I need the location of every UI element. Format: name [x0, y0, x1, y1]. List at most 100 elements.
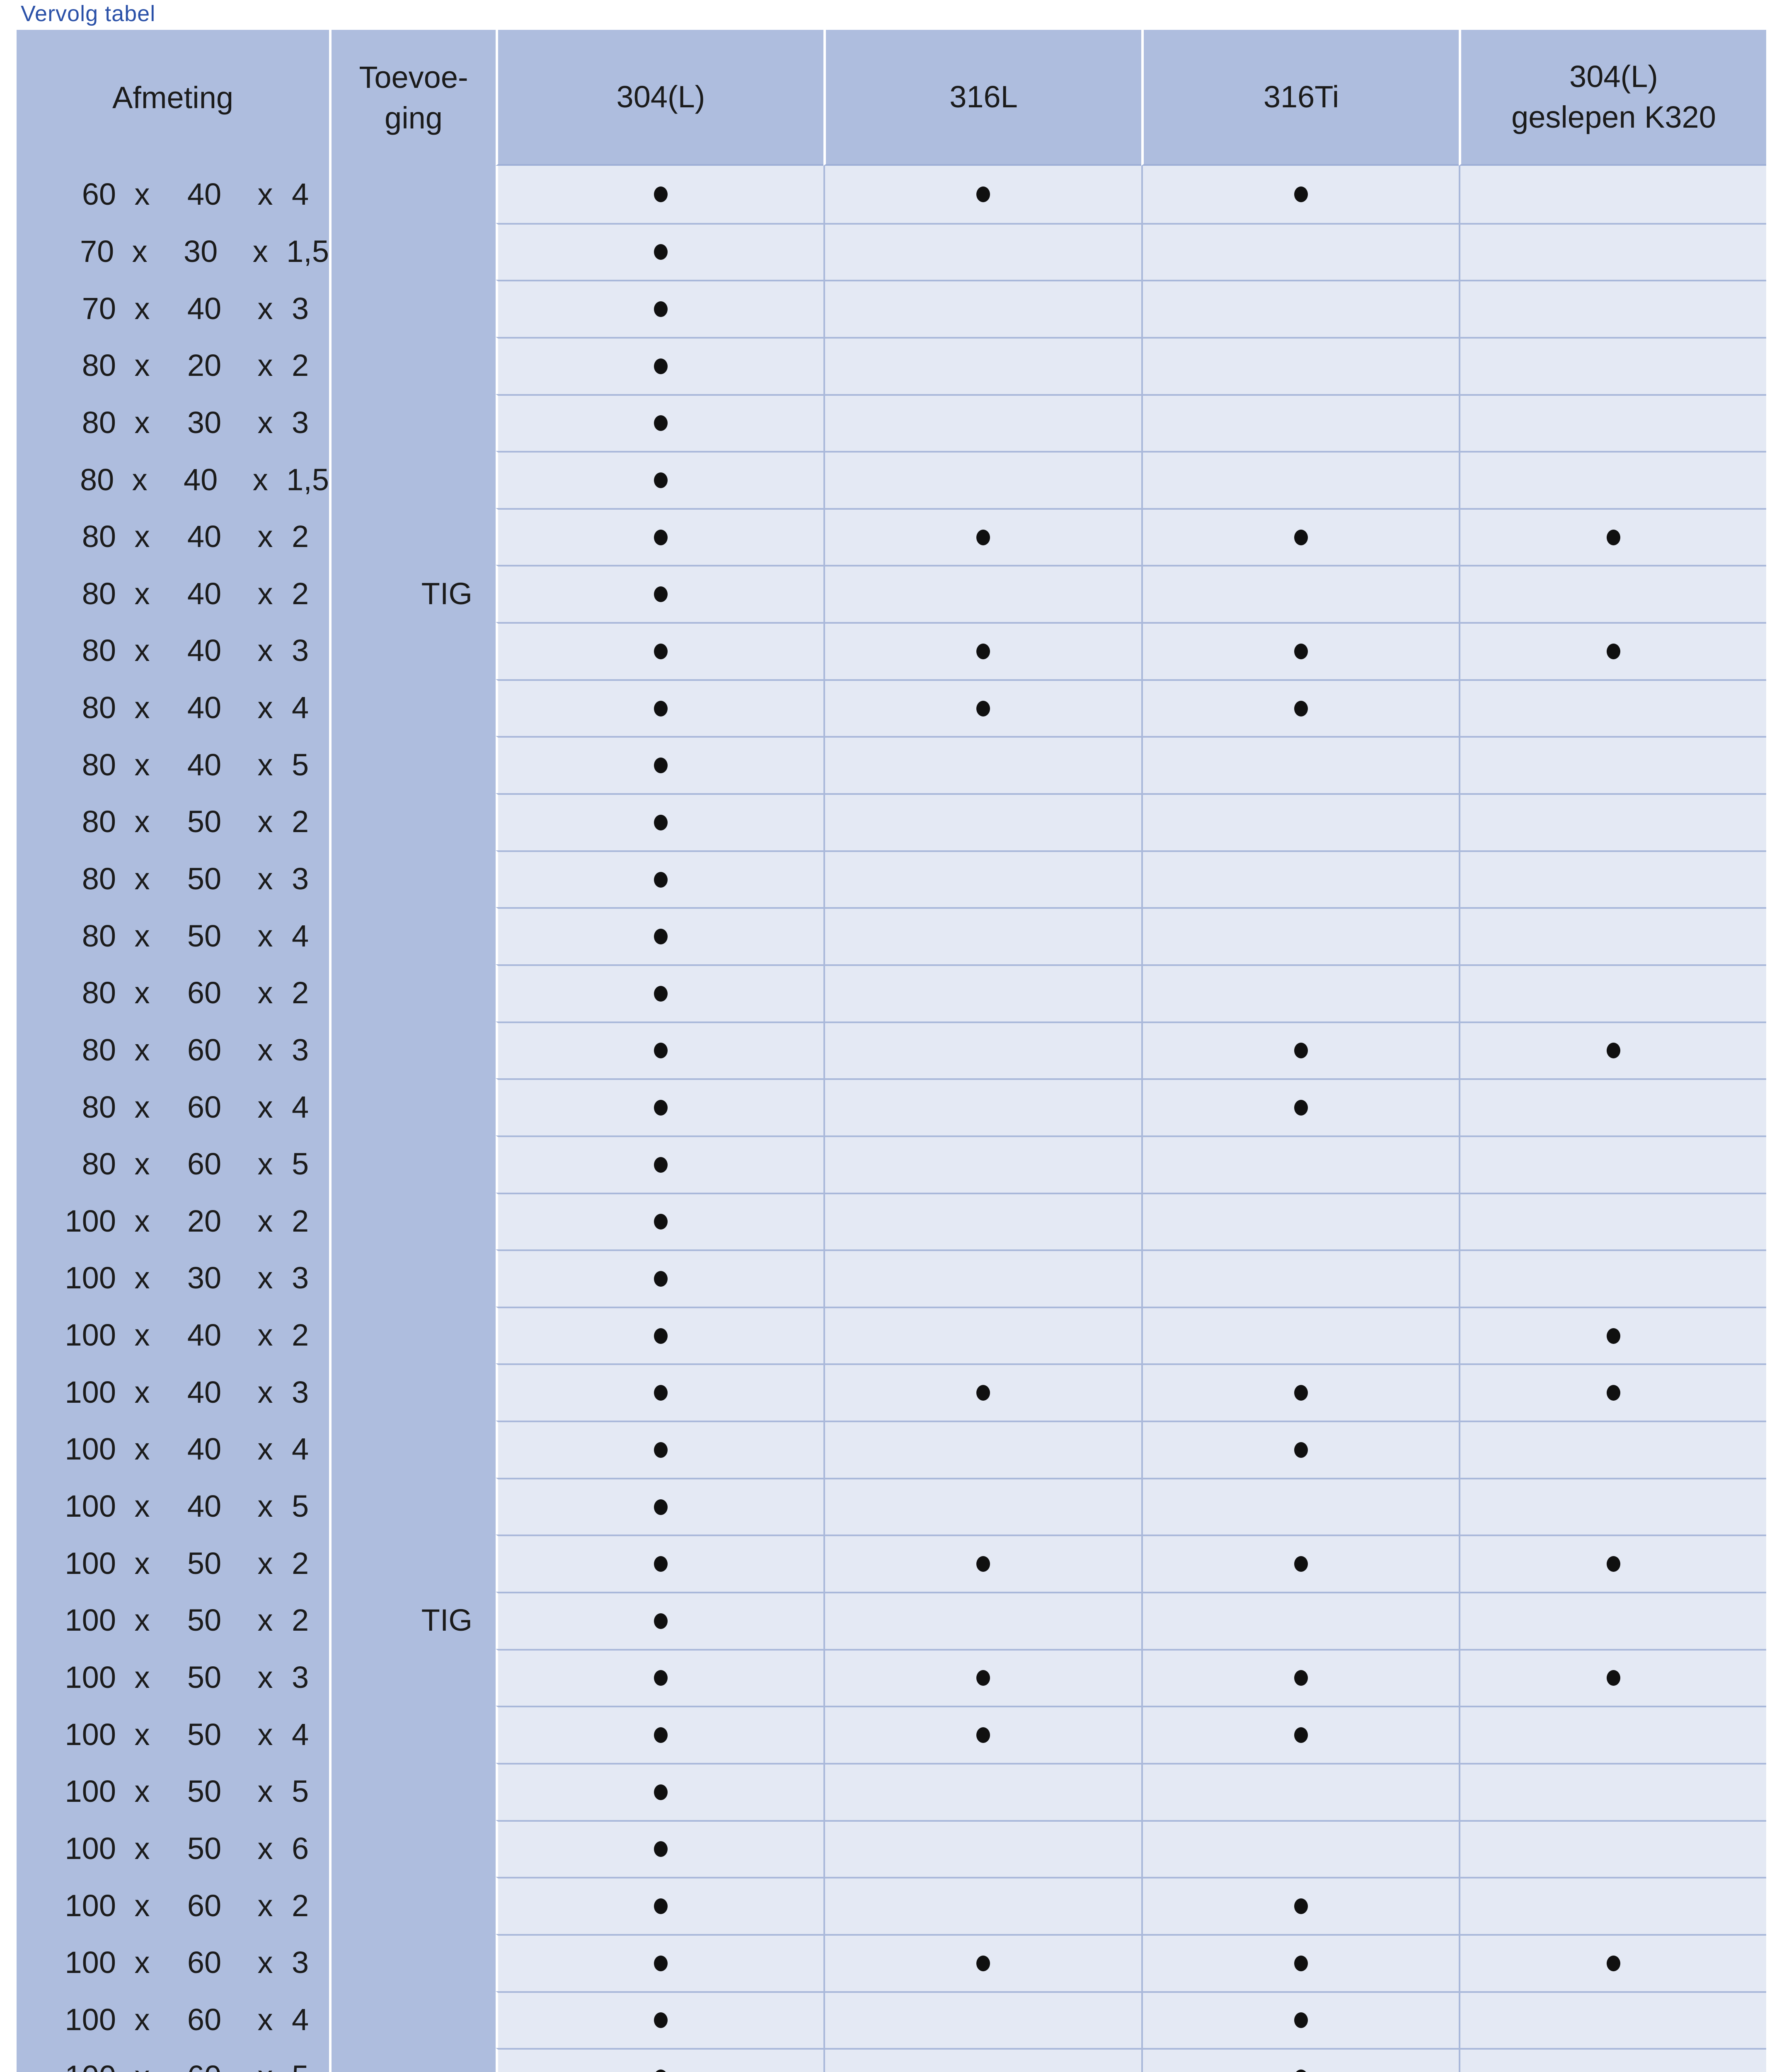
availability-dot	[654, 1442, 668, 1458]
dot-cell-304l	[496, 1648, 823, 1706]
afmeting-cell: 100 x 40 x 5	[17, 1477, 329, 1535]
availability-dot	[654, 1043, 668, 1059]
availability-dot	[1606, 1328, 1620, 1344]
size-part: x	[134, 975, 150, 1010]
toevoeging-cell	[329, 907, 496, 964]
table-body: 60 x 40 x 4 70 x 30 x 1,5 70 x 40 x 3 80 x 20 x 2 80 x 30 x 3 80 x…	[17, 166, 1766, 2072]
size-part: 4	[292, 177, 309, 212]
size-part: x	[252, 462, 268, 497]
size-part: x	[134, 177, 150, 212]
size-part: 5	[292, 1489, 309, 1524]
size-part: 3	[292, 633, 309, 668]
dot-cell-316ti	[1141, 679, 1459, 736]
availability-dot	[1606, 643, 1620, 659]
table-row: 100 x 60 x 2	[17, 1877, 1766, 1934]
dot-cell-304l-geslepen-k320	[1459, 1192, 1766, 1250]
dot-cell-316ti	[1141, 1934, 1459, 1991]
table-row: 80 x 60 x 4	[17, 1078, 1766, 1135]
size-part: 100	[65, 1774, 116, 1809]
availability-dot	[1606, 1670, 1620, 1686]
size-part: x	[257, 1603, 273, 1638]
size-part: x	[252, 234, 268, 269]
size-part: 3	[292, 1945, 309, 1980]
size-part: x	[134, 1888, 150, 1923]
size-part: x	[257, 1888, 273, 1923]
availability-dot	[1294, 1556, 1308, 1572]
size-part: 3	[292, 1032, 309, 1067]
toevoeging-cell	[329, 1648, 496, 1706]
availability-dot	[654, 1727, 668, 1743]
dot-cell-304l-geslepen-k320	[1459, 1592, 1766, 1649]
dot-cell-304l-geslepen-k320	[1459, 508, 1766, 565]
toevoeging-cell	[329, 1363, 496, 1421]
availability-dot	[1294, 1955, 1308, 1971]
dot-cell-316ti	[1141, 1421, 1459, 1478]
size-part: x	[257, 1489, 273, 1524]
table-row: 80 x 50 x 3	[17, 850, 1766, 908]
size-part: 5	[292, 747, 309, 782]
size-part: 100	[65, 1888, 116, 1923]
dot-cell-304l	[496, 736, 823, 794]
table-row: 80 x 40 x 3	[17, 622, 1766, 679]
dot-cell-316l	[823, 907, 1141, 964]
dot-cell-316l	[823, 1535, 1141, 1592]
dot-cell-304l	[496, 793, 823, 850]
size-part: x	[134, 405, 150, 440]
table-row: 100 x 40 x 2	[17, 1306, 1766, 1364]
dot-cell-304l-geslepen-k320	[1459, 1078, 1766, 1135]
afmeting-cell: 80 x 40 x 2	[17, 565, 329, 622]
toevoeging-cell	[329, 2048, 496, 2072]
dot-cell-316ti	[1141, 1192, 1459, 1250]
dot-cell-304l	[496, 336, 823, 394]
afmeting-cell: 80 x 40 x 3	[17, 622, 329, 679]
table-row: 100 x 50 x 2	[17, 1535, 1766, 1592]
size-part: x	[134, 1432, 150, 1467]
size-part: 2	[292, 975, 309, 1010]
header-316ti-label: 316Ti	[1263, 80, 1339, 114]
size-part: x	[257, 1261, 273, 1295]
dot-cell-316l	[823, 394, 1141, 451]
dot-cell-304l	[496, 280, 823, 337]
afmeting-cell: 80 x 40 x 1,5	[17, 451, 329, 508]
availability-dot	[654, 1271, 668, 1287]
afmeting-cell: 100 x 40 x 2	[17, 1306, 329, 1364]
dot-cell-316l	[823, 1135, 1141, 1193]
size-part: x	[257, 2002, 273, 2037]
header-316l: 316L	[823, 30, 1141, 166]
dot-cell-316ti	[1141, 223, 1459, 280]
availability-dot	[654, 700, 668, 716]
availability-dot	[1294, 1100, 1308, 1116]
availability-dot	[654, 1100, 668, 1116]
afmeting-cell: 80 x 30 x 3	[17, 394, 329, 451]
dot-cell-304l-geslepen-k320	[1459, 1477, 1766, 1535]
availability-dot	[1294, 1442, 1308, 1458]
size-part: 3	[292, 862, 309, 896]
table-row: 80 x 30 x 3	[17, 394, 1766, 451]
size-part: x	[257, 747, 273, 782]
dot-cell-304l-geslepen-k320	[1459, 1021, 1766, 1079]
size-part: 80	[82, 576, 116, 611]
availability-dot	[1606, 1556, 1620, 1572]
availability-dot	[1294, 529, 1308, 545]
table-row: 80 x 50 x 2	[17, 793, 1766, 850]
toevoeging-cell	[329, 1078, 496, 1135]
size-part: 50	[187, 1546, 222, 1581]
size-part: 80	[82, 918, 116, 953]
table-row: 80 x 40 x 5	[17, 736, 1766, 794]
dot-cell-316ti	[1141, 793, 1459, 850]
size-part: 100	[17, 2059, 116, 2072]
dot-cell-316ti	[1141, 1135, 1459, 1193]
availability-dot	[654, 1784, 668, 1800]
toevoeging-cell	[329, 1706, 496, 1763]
dot-cell-304l	[496, 1021, 823, 1079]
size-part: 40	[187, 1318, 222, 1353]
afmeting-cell: 80 x 60 x 4	[17, 1078, 329, 1135]
size-part: 40	[184, 462, 218, 497]
afmeting-cell: 100 x 60 x 2	[17, 1877, 329, 1934]
size-part: x	[257, 1774, 273, 1809]
dot-cell-316ti	[1141, 1820, 1459, 1877]
dot-cell-316l	[823, 793, 1141, 850]
size-part: x	[134, 1032, 150, 1067]
size-part: 100	[65, 1717, 116, 1752]
dot-cell-304l-geslepen-k320	[1459, 793, 1766, 850]
